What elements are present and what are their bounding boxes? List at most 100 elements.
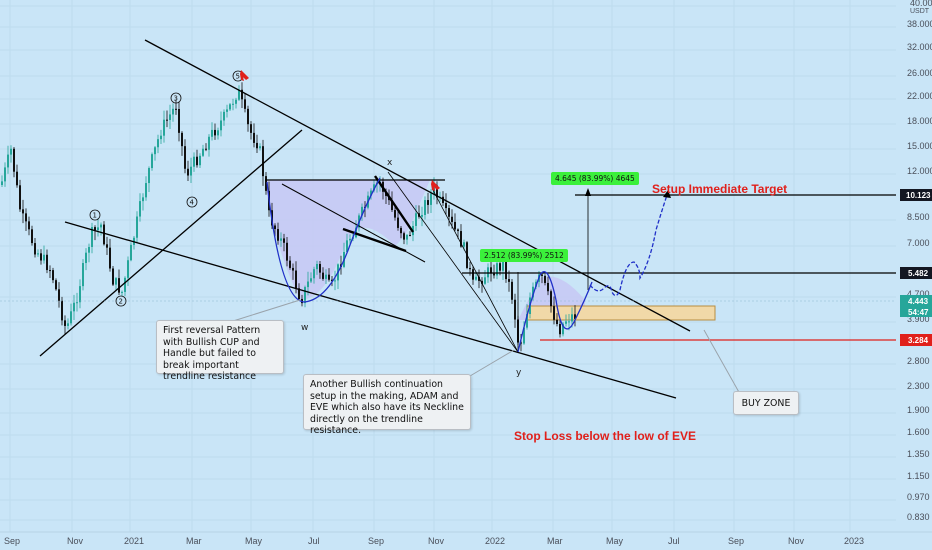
wave-x-line-1 <box>387 171 519 353</box>
candle-body <box>103 224 105 245</box>
time-tick-2023: 2023 <box>844 536 864 546</box>
candle-body <box>556 319 558 325</box>
candle-body <box>13 148 15 172</box>
candle-body <box>292 267 294 271</box>
candle-body <box>196 156 198 166</box>
price-tick-32: 32.000 <box>907 42 932 52</box>
candle-body <box>274 225 276 230</box>
lower-support-line <box>64 221 677 399</box>
candle-body <box>211 129 213 137</box>
candle-body <box>1 181 3 185</box>
time-axis[interactable]: Sep Nov 2021 Mar May Jul Sep Nov 2022 Ma… <box>0 531 932 550</box>
candle-body <box>163 119 165 136</box>
candle-body <box>157 139 159 148</box>
candle-body <box>394 210 396 218</box>
candle-body <box>118 278 120 293</box>
candle-body <box>463 242 465 247</box>
point-label-x: x <box>387 158 393 168</box>
candle-body <box>175 108 177 110</box>
wave-label-1: 1 <box>93 212 97 220</box>
candle-body <box>178 109 180 133</box>
candle-body <box>430 193 432 205</box>
price-tag-3284-text: 3.284 <box>908 336 929 345</box>
candle-body <box>349 238 351 241</box>
candle-body <box>415 213 417 226</box>
candle-body <box>130 244 132 261</box>
candle-body <box>217 130 219 136</box>
candle-body <box>46 254 48 271</box>
candle-body <box>553 306 555 320</box>
candle-body <box>31 229 33 244</box>
candle-body <box>124 277 126 292</box>
candle-body <box>169 114 171 120</box>
candle-body <box>10 148 12 155</box>
handle-line-lower <box>342 227 407 253</box>
candle-body <box>505 261 507 280</box>
projection-path <box>589 191 669 297</box>
candle-body <box>493 273 495 276</box>
candle-body <box>544 275 546 283</box>
candle-body <box>151 154 153 169</box>
candle-body <box>43 254 45 261</box>
candle-body <box>442 196 444 204</box>
candle-body <box>568 321 570 323</box>
candle-body <box>313 269 315 279</box>
candle-body <box>316 263 318 270</box>
candle-body <box>7 154 9 168</box>
candle-body <box>88 246 90 253</box>
candle-body <box>490 267 492 274</box>
buy-zone-box[interactable] <box>526 305 716 321</box>
candle-body <box>256 142 258 149</box>
candle-body <box>403 233 405 240</box>
trendlines <box>39 39 932 399</box>
annotation-first-reversal[interactable]: First reversal Pattern with Bullish CUP … <box>156 320 284 382</box>
candle-body <box>565 321 567 324</box>
price-tag-10123 <box>900 189 932 201</box>
candle-body <box>424 200 426 215</box>
candle-body <box>229 104 231 110</box>
price-tick-1900: 1.900 <box>907 405 930 415</box>
candle-body <box>247 108 249 125</box>
candle-body <box>346 240 348 252</box>
candle-body <box>193 156 195 167</box>
candle-body <box>475 276 477 280</box>
price-tick-12: 12.000 <box>907 166 932 176</box>
candle-body <box>406 234 408 240</box>
candle-body <box>328 274 330 280</box>
candle-body <box>454 221 456 230</box>
candle-body <box>460 231 462 247</box>
candle-body <box>238 89 240 100</box>
annotation-buy-zone[interactable]: BUY ZONE <box>733 391 799 415</box>
setup-target-label: Setup Immediate Target <box>652 182 788 196</box>
candle-body <box>373 184 375 191</box>
price-tick-0830: 0.830 <box>907 512 930 522</box>
candle-body <box>298 288 300 299</box>
measure-tag-lower: 2.512 (83.99%) 2512 <box>480 249 568 262</box>
price-tag-3284 <box>900 334 932 346</box>
candle-body <box>562 323 564 335</box>
candle-body <box>511 281 513 300</box>
candle-body <box>235 99 237 104</box>
candle-body <box>265 176 267 191</box>
stop-loss-label: Stop Loss below the low of EVE <box>514 429 697 443</box>
candle-body <box>79 286 81 303</box>
candle-body <box>523 327 525 344</box>
candle-body <box>421 214 423 217</box>
candle-body <box>67 323 69 326</box>
price-tag-5482-text: 5.482 <box>908 269 929 278</box>
price-axis[interactable]: 40.000 USDT 38.000 32.000 26.000 22.000 … <box>896 0 932 532</box>
candle-body <box>52 270 54 281</box>
candle-body <box>139 201 141 217</box>
price-tick-26: 26.000 <box>907 68 932 78</box>
candle-body <box>121 291 123 293</box>
candle-body <box>289 260 291 268</box>
price-tick-15: 15.000 <box>907 141 932 151</box>
annotation-adam-eve[interactable]: Another Bullish continuation setup in th… <box>303 374 471 436</box>
candle-body <box>283 238 285 243</box>
time-tick-nov-2020: Nov <box>67 536 84 546</box>
candle-body <box>547 282 549 292</box>
wave-label-3: 3 <box>174 95 178 103</box>
time-tick-2021: 2021 <box>124 536 144 546</box>
annotation-first-reversal-text: First reversal Pattern with Bullish CUP … <box>163 325 261 382</box>
